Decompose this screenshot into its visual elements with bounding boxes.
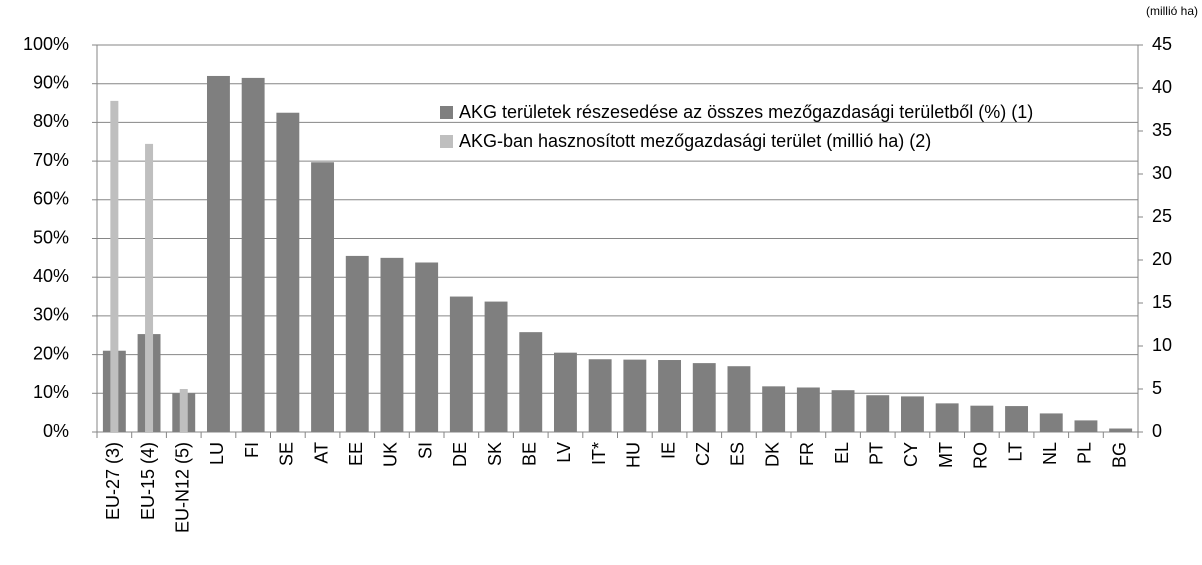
y2-tick-label: 20 xyxy=(1152,249,1172,269)
x-tick-label: LU xyxy=(207,442,227,465)
y-tick-label: 90% xyxy=(33,72,69,92)
x-tick-label: PL xyxy=(1075,442,1095,464)
bar xyxy=(1074,420,1098,432)
legend-label: AKG-ban hasznosított mezőgazdasági terül… xyxy=(459,131,932,151)
y-tick-label: 40% xyxy=(33,266,69,286)
bar xyxy=(345,255,369,432)
x-tick-label: LV xyxy=(554,442,574,463)
bar xyxy=(179,389,188,432)
y2-tick-label: 25 xyxy=(1152,206,1172,226)
legend-swatch xyxy=(440,106,453,119)
bar xyxy=(311,162,335,433)
y2-tick-label: 40 xyxy=(1152,77,1172,97)
x-tick-label: BG xyxy=(1109,442,1129,468)
bar xyxy=(415,262,439,432)
x-tick-label: UK xyxy=(381,442,401,467)
legend-entry: AKG területek részesedése az összes mező… xyxy=(440,98,1080,127)
bar xyxy=(935,403,959,432)
y-tick-label: 30% xyxy=(33,305,69,325)
x-tick-label: LT xyxy=(1005,442,1025,462)
y2-axis-label: (millió ha) xyxy=(1146,4,1198,18)
x-tick-label: FI xyxy=(242,442,262,458)
bar xyxy=(866,395,890,432)
y2-tick-label: 15 xyxy=(1152,292,1172,312)
legend: AKG területek részesedése az összes mező… xyxy=(440,98,1080,156)
x-tick-label: BE xyxy=(520,442,540,466)
bar xyxy=(796,387,820,432)
bar xyxy=(623,359,647,432)
x-tick-label: SK xyxy=(485,442,505,466)
y2-tick-label: 5 xyxy=(1152,378,1162,398)
y-tick-label: 60% xyxy=(33,189,69,209)
x-tick-label: EU-27 (3) xyxy=(103,442,123,520)
x-tick-label: FR xyxy=(797,442,817,466)
bar xyxy=(588,359,612,432)
x-tick-label: ES xyxy=(728,442,748,466)
bar xyxy=(762,386,786,432)
x-tick-label: SI xyxy=(415,442,435,459)
bar xyxy=(658,360,682,432)
x-tick-label: IE xyxy=(658,442,678,459)
x-tick-label: MT xyxy=(936,442,956,468)
x-tick-label: EU-15 (4) xyxy=(138,442,158,520)
y-tick-label: 70% xyxy=(33,150,69,170)
legend-swatch xyxy=(440,135,453,148)
bar xyxy=(1005,406,1029,432)
x-tick-label: AT xyxy=(311,442,331,464)
bar xyxy=(206,75,230,433)
x-tick-label: SE xyxy=(277,442,297,466)
y-tick-label: 100% xyxy=(23,34,69,54)
bar xyxy=(727,366,751,432)
x-tick-label: RO xyxy=(971,442,991,469)
x-tick-label: EL xyxy=(832,442,852,464)
bar xyxy=(1039,413,1063,432)
x-tick-label: EU-N12 (5) xyxy=(173,442,193,533)
bar xyxy=(380,257,404,432)
y2-tick-label: 45 xyxy=(1152,34,1172,54)
y-tick-label: 50% xyxy=(33,227,69,247)
x-tick-label: CZ xyxy=(693,442,713,466)
y-tick-label: 0% xyxy=(43,421,69,441)
bar xyxy=(519,332,543,432)
x-tick-label: IT* xyxy=(589,442,609,465)
x-tick-label: CY xyxy=(901,442,921,467)
bar xyxy=(241,77,265,433)
bar xyxy=(449,296,473,432)
x-tick-label: NL xyxy=(1040,442,1060,465)
y2-tick-label: 30 xyxy=(1152,163,1172,183)
bar xyxy=(970,405,994,432)
bar xyxy=(831,390,855,432)
x-tick-label: DE xyxy=(450,442,470,467)
y2-tick-label: 35 xyxy=(1152,120,1172,140)
bar xyxy=(900,396,924,432)
bar xyxy=(145,143,154,432)
y2-tick-label: 0 xyxy=(1152,421,1162,441)
y-tick-label: 10% xyxy=(33,382,69,402)
bar xyxy=(1109,428,1133,432)
y-tick-label: 20% xyxy=(33,343,69,363)
x-tick-label: HU xyxy=(624,442,644,468)
legend-label: AKG területek részesedése az összes mező… xyxy=(459,102,1034,122)
bar xyxy=(484,301,508,432)
x-tick-label: EE xyxy=(346,442,366,466)
x-tick-label: DK xyxy=(762,442,782,467)
bar xyxy=(110,100,119,433)
bar xyxy=(553,352,577,432)
legend-entry: AKG-ban hasznosított mezőgazdasági terül… xyxy=(440,127,1080,156)
bar xyxy=(692,363,716,432)
bar xyxy=(276,112,300,432)
y-tick-label: 80% xyxy=(33,111,69,131)
y2-tick-label: 10 xyxy=(1152,335,1172,355)
x-tick-label: PT xyxy=(867,442,887,465)
